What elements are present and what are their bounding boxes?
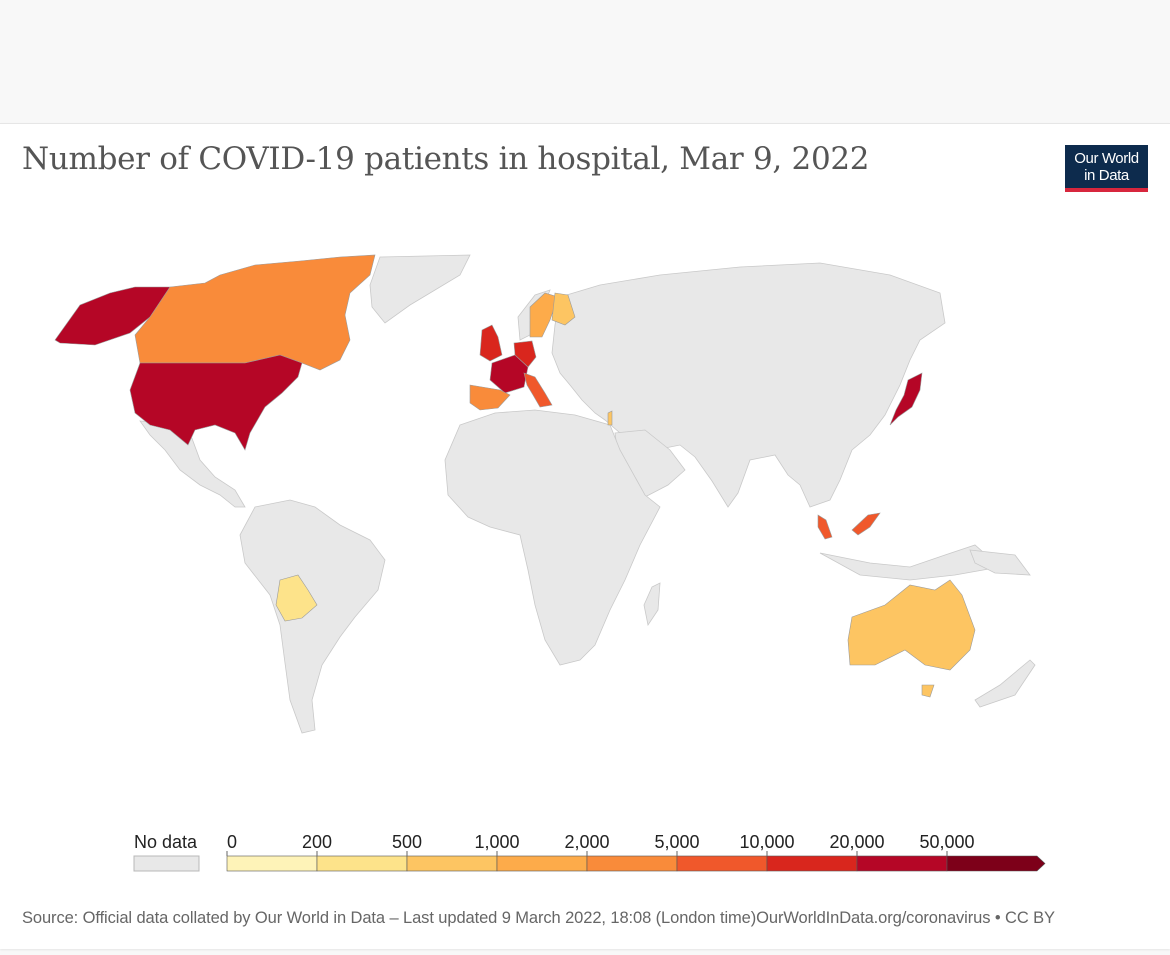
region-sweden[interactable] — [529, 292, 559, 338]
region-malaysia-borneo[interactable] — [851, 512, 881, 536]
logo-line-2: in Data — [1084, 166, 1129, 184]
owid-logo[interactable]: Our World in Data — [1065, 145, 1148, 192]
new-zealand[interactable] — [974, 659, 1036, 708]
region-malaysia-peninsula[interactable] — [817, 514, 833, 540]
region-japan[interactable] — [889, 372, 923, 426]
region-canada[interactable] — [134, 254, 376, 371]
region-italy[interactable] — [523, 372, 553, 408]
region-united-states[interactable] — [129, 354, 303, 451]
region-australia[interactable] — [847, 579, 976, 671]
chart-title: Number of COVID-19 patients in hospital,… — [22, 141, 870, 177]
papua[interactable] — [969, 549, 1031, 576]
region-israel[interactable] — [607, 410, 613, 426]
region-germany[interactable] — [513, 340, 537, 368]
region-finland[interactable] — [551, 292, 576, 326]
logo-line-1: Our World — [1074, 149, 1139, 167]
url-license[interactable]: OurWorldInData.org/coronavirus • CC BY — [756, 909, 1055, 927]
source-text: Source: Official data collated by Our Wo… — [22, 909, 757, 927]
madagascar[interactable] — [643, 582, 661, 627]
africa[interactable] — [444, 409, 661, 666]
region-spain[interactable] — [469, 384, 511, 411]
region-bolivia[interactable] — [275, 574, 318, 622]
region-tasmania[interactable] — [921, 684, 935, 698]
world-map[interactable] — [40, 245, 1130, 755]
greenland[interactable] — [369, 254, 471, 324]
source-note: Source: Official data collated by Our Wo… — [22, 909, 1055, 928]
south-america[interactable] — [239, 499, 386, 734]
region-united-kingdom[interactable] — [479, 324, 503, 362]
